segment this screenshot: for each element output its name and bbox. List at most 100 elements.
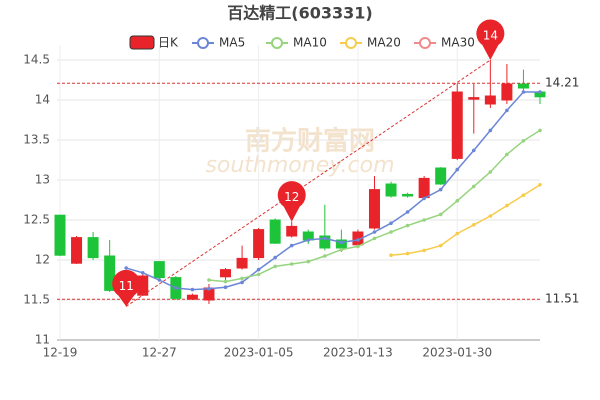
ma-point: [471, 184, 476, 189]
ma-point: [174, 286, 178, 290]
ma-point: [256, 272, 261, 277]
ma-point: [471, 223, 476, 227]
ma-point: [372, 230, 377, 234]
legend-marker: [419, 37, 431, 49]
ma-point: [389, 230, 393, 234]
ma-point: [455, 167, 460, 172]
candle-body: [54, 214, 66, 256]
x-tick-label: 12-19: [43, 346, 78, 360]
ma-point: [505, 152, 509, 157]
watermark: 南方财富网: [245, 126, 375, 157]
candle-body: [104, 255, 116, 291]
legend-label: MA5: [219, 36, 245, 50]
annotation-label: 11: [119, 279, 134, 293]
candle-body: [435, 167, 447, 185]
ma-point: [207, 287, 211, 291]
ma-point: [306, 238, 311, 242]
ma-point: [240, 280, 244, 285]
ma-point: [356, 238, 360, 242]
candle-body: [236, 257, 248, 269]
y-tick-label: 12: [35, 253, 50, 267]
reference-label: 11.51: [545, 292, 579, 306]
candle-body: [220, 269, 232, 278]
ma-point: [306, 259, 311, 264]
legend: 日K MA5 MA10 MA20 MA30: [129, 35, 475, 50]
ma-point: [140, 271, 145, 275]
trend-line: [125, 59, 491, 307]
x-tick-label: 2023-01-30: [422, 346, 492, 360]
ma-point: [505, 203, 509, 208]
ma-point: [438, 243, 443, 248]
legend-label: 日K: [158, 36, 179, 50]
ma-point: [422, 196, 426, 201]
ma-point: [339, 247, 344, 252]
candle-body: [385, 183, 397, 197]
ma-line: [390, 184, 541, 256]
candle-body: [286, 225, 298, 237]
ma-point: [422, 248, 426, 253]
ma-point: [339, 240, 344, 245]
ma-point: [438, 212, 443, 217]
ma-point: [488, 214, 493, 218]
ma-point: [405, 210, 410, 214]
ma-point: [488, 128, 493, 133]
candle-body: [71, 237, 83, 264]
candle-body: [269, 219, 281, 244]
ma-point: [538, 183, 542, 187]
ma-point: [273, 255, 277, 260]
ma-point: [438, 187, 443, 192]
ma-point: [256, 267, 261, 272]
y-tick-label: 12.5: [23, 213, 50, 227]
y-tick-label: 14: [35, 93, 50, 107]
y-tick-label: 13: [35, 173, 50, 187]
ma-point: [422, 218, 426, 222]
legend-swatch: [129, 35, 155, 50]
annotation: 11: [112, 269, 141, 307]
ma-line: [125, 91, 540, 291]
reference-label: 14.21: [545, 76, 579, 90]
ma-point: [538, 90, 542, 94]
ma-point: [389, 253, 393, 257]
candle-body: [153, 261, 165, 279]
ma-point: [471, 148, 476, 153]
ma-point: [505, 108, 509, 113]
ma-point: [323, 236, 327, 241]
ma-point: [157, 278, 162, 282]
candle-body: [501, 83, 513, 101]
legend-label: MA20: [367, 36, 401, 50]
candle-body: [451, 91, 463, 159]
ma-point: [372, 236, 377, 241]
ma-point: [488, 170, 493, 174]
ma-point: [207, 278, 211, 282]
ma-point: [273, 264, 277, 269]
legend-marker: [271, 37, 283, 49]
ma-point: [356, 244, 360, 249]
ma-point: [124, 266, 129, 270]
y-tick-label: 13.5: [23, 133, 50, 147]
candle-body: [186, 294, 198, 300]
ma-point: [289, 262, 294, 266]
candle-body: [368, 189, 380, 229]
ma-point: [521, 193, 526, 197]
ma-point: [289, 243, 294, 248]
annotation-label: 12: [284, 190, 299, 204]
legend-label: MA10: [293, 36, 327, 50]
annotation: 12: [277, 181, 306, 222]
x-tick-label: 2023-01-13: [323, 346, 393, 360]
candle-body: [468, 97, 480, 100]
legend-label: MA30: [441, 36, 475, 50]
x-tick-label: 2023-01-05: [224, 346, 294, 360]
candle-body: [319, 235, 331, 249]
ma-point: [521, 90, 526, 94]
ma-point: [389, 221, 393, 225]
ma-point: [521, 139, 526, 143]
ma-point: [455, 231, 460, 236]
ma-point: [240, 276, 244, 281]
annotation-pin: [277, 181, 306, 222]
ma-point: [190, 287, 195, 292]
candle-body: [484, 95, 496, 105]
ma-point: [323, 254, 327, 258]
y-tick-label: 11.5: [23, 293, 50, 307]
legend-marker: [345, 37, 357, 49]
ma-point: [223, 279, 228, 284]
